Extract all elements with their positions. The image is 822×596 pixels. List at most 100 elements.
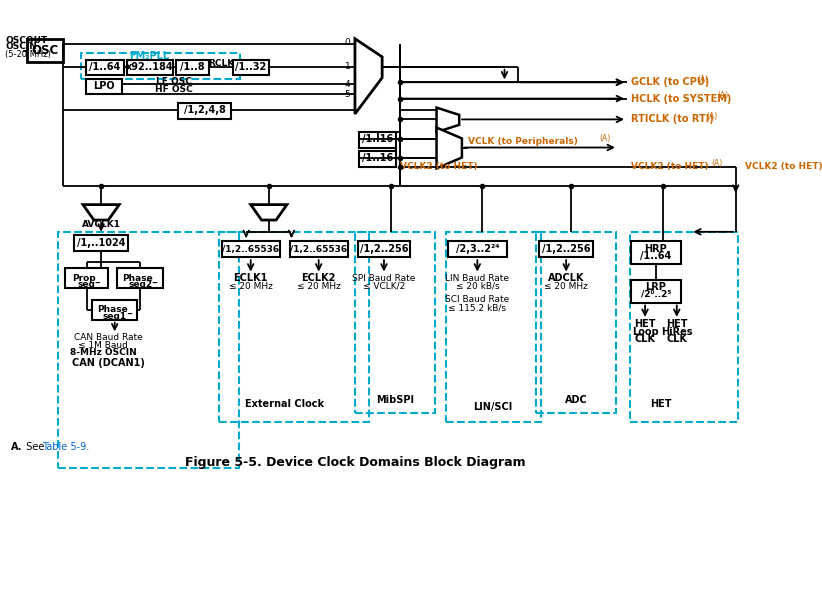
Text: /1..64: /1..64 (89, 62, 120, 72)
Text: Prop_: Prop_ (72, 274, 100, 283)
Bar (630, 232, 738, 422)
Bar (233, 60, 269, 75)
Text: Phase_: Phase_ (97, 305, 132, 314)
Text: VCLK2 (to HET): VCLK2 (to HET) (745, 162, 822, 171)
Text: Phase_: Phase_ (122, 274, 158, 283)
Text: ADCLK: ADCLK (548, 273, 584, 283)
Text: OSC: OSC (31, 44, 58, 57)
Bar (58, 232, 239, 467)
Text: CAN Baud Rate: CAN Baud Rate (74, 333, 143, 342)
Text: /1,2..256: /1,2..256 (360, 244, 409, 254)
Text: Figure 5-5. Device Clock Domains Block Diagram: Figure 5-5. Device Clock Domains Block D… (185, 457, 525, 470)
Text: x92..184: x92..184 (127, 62, 174, 72)
Text: (5-20 MHz): (5-20 MHz) (5, 49, 51, 58)
Text: /1,..1024: /1,..1024 (77, 238, 126, 248)
Text: /1,2..65536: /1,2..65536 (290, 244, 347, 253)
Text: /1..64: /1..64 (640, 252, 672, 261)
Text: LF OSC: LF OSC (155, 77, 192, 86)
Text: 8-MHz OSCIN: 8-MHz OSCIN (71, 348, 137, 357)
Bar (536, 232, 616, 413)
Bar (355, 232, 435, 413)
Text: /1..16: /1..16 (362, 134, 393, 144)
Text: CLK: CLK (667, 334, 687, 344)
Text: LIN/SCI: LIN/SCI (473, 402, 512, 412)
Text: /1,2..65536: /1,2..65536 (222, 244, 279, 253)
Text: HET: HET (666, 319, 687, 330)
Text: 0: 0 (344, 38, 350, 47)
Text: SPI Baud Rate: SPI Baud Rate (353, 274, 416, 283)
Text: (A): (A) (600, 134, 611, 143)
Text: ECLK1: ECLK1 (233, 273, 268, 283)
Bar (74, 235, 128, 251)
Text: /1..8: /1..8 (180, 62, 205, 72)
Polygon shape (436, 108, 459, 132)
Bar (358, 241, 410, 257)
Bar (177, 60, 209, 75)
Text: ≤ 20 MHz: ≤ 20 MHz (297, 282, 340, 291)
Text: Loop: Loop (632, 327, 658, 337)
Text: HRP: HRP (644, 244, 667, 254)
Text: /2⁰..2⁵: /2⁰..2⁵ (640, 290, 671, 299)
Text: /1,2,4,8: /1,2,4,8 (183, 105, 225, 116)
Bar (448, 241, 507, 257)
Text: ADC: ADC (565, 395, 588, 405)
Text: seg: seg (77, 280, 95, 289)
Bar (289, 241, 348, 257)
Text: 4: 4 (344, 79, 350, 89)
Text: 5: 5 (344, 89, 350, 98)
Text: ≤ 20 MHz: ≤ 20 MHz (544, 282, 588, 291)
Text: /1..16: /1..16 (362, 153, 393, 163)
Text: ECLK2: ECLK2 (302, 273, 336, 283)
Text: CAN (DCAN1): CAN (DCAN1) (72, 358, 145, 368)
Text: (A): (A) (698, 75, 709, 84)
Bar (27, 39, 63, 63)
Text: ≤ 20 MHz: ≤ 20 MHz (229, 282, 273, 291)
Polygon shape (251, 204, 287, 220)
Text: LIN Baud Rate: LIN Baud Rate (446, 274, 510, 283)
Text: LPO: LPO (93, 81, 114, 91)
Bar (85, 79, 122, 94)
Text: VCLK2 (to HET): VCLK2 (to HET) (631, 162, 709, 171)
Bar (222, 241, 279, 257)
Text: (A): (A) (718, 91, 729, 100)
Bar (118, 268, 163, 288)
Text: AVCLK1: AVCLK1 (81, 220, 121, 229)
Bar (359, 151, 395, 166)
Text: (A): (A) (711, 159, 723, 168)
Text: /1,2..256: /1,2..256 (542, 244, 590, 254)
Text: MibSPI: MibSPI (376, 395, 413, 405)
Text: HET: HET (635, 319, 656, 330)
Text: (A): (A) (707, 112, 718, 121)
Polygon shape (355, 39, 382, 114)
Bar (631, 280, 681, 303)
Polygon shape (83, 204, 119, 220)
Text: HiRes: HiRes (661, 327, 692, 337)
Text: External Clock: External Clock (245, 399, 324, 409)
Bar (92, 300, 137, 320)
Text: HF OSC: HF OSC (155, 85, 192, 94)
Text: FM₂PLL: FM₂PLL (129, 51, 169, 61)
Bar (65, 268, 109, 288)
Bar (85, 60, 124, 75)
Text: OSCOUT: OSCOUT (5, 36, 48, 45)
Text: ≤ 115.2 kB/s: ≤ 115.2 kB/s (448, 303, 506, 312)
Text: CLK: CLK (635, 334, 656, 344)
Text: RTICLK (to RTI): RTICLK (to RTI) (631, 114, 714, 125)
Text: RCLK: RCLK (209, 58, 235, 68)
Text: 1: 1 (344, 63, 350, 72)
Text: OSCIN: OSCIN (5, 42, 37, 51)
Bar (539, 241, 593, 257)
Bar (127, 60, 173, 75)
Bar (631, 241, 681, 263)
Bar (359, 132, 395, 148)
Text: seg2: seg2 (128, 280, 152, 289)
Text: A.: A. (11, 442, 22, 452)
Bar (81, 53, 240, 79)
Text: LRP: LRP (645, 282, 667, 292)
Text: /1..32: /1..32 (235, 62, 266, 72)
Text: /2,3..2²⁴: /2,3..2²⁴ (455, 244, 499, 254)
Text: ≤ VCLK/2: ≤ VCLK/2 (363, 282, 405, 291)
Text: See: See (20, 442, 47, 452)
Text: ≤ 1M Baud: ≤ 1M Baud (78, 341, 128, 350)
Text: SCI Baud Rate: SCI Baud Rate (446, 295, 510, 305)
